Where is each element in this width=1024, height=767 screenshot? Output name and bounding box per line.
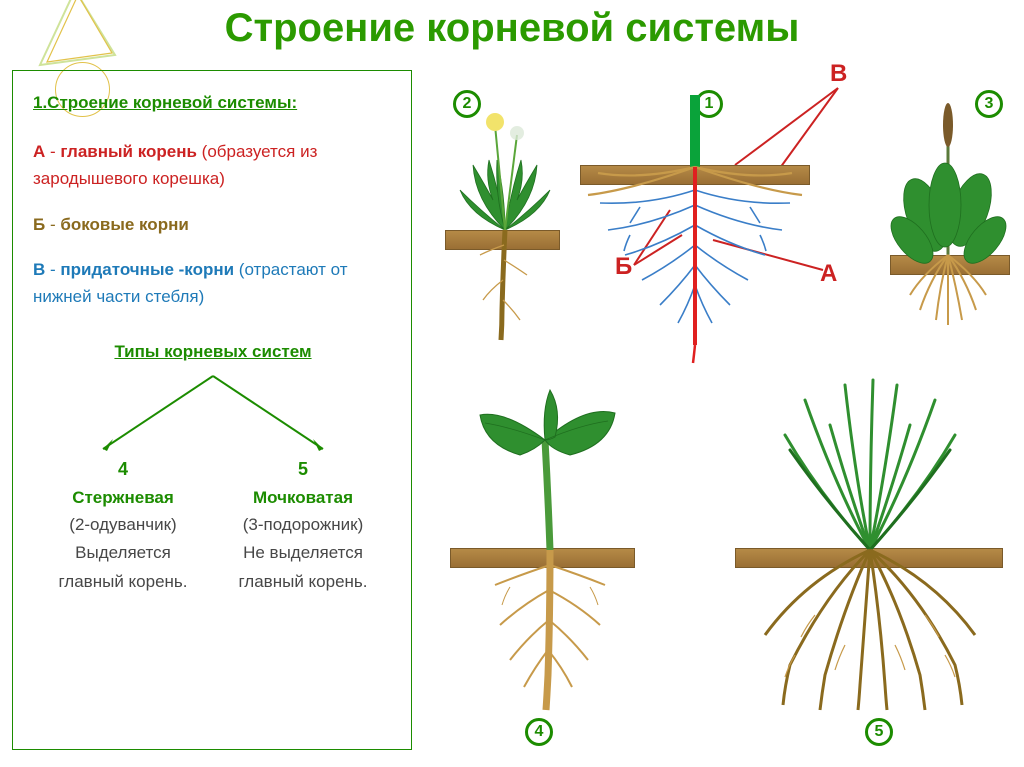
page-title: Строение корневой системы bbox=[0, 6, 1024, 51]
plant-4-seedling bbox=[450, 375, 650, 715]
badge-5: 5 bbox=[865, 718, 893, 746]
section-title: 1.Строение корневой системы: bbox=[33, 89, 393, 116]
row-b: Б - боковые корни bbox=[33, 211, 393, 238]
label-a: А bbox=[33, 142, 45, 161]
type-branches bbox=[33, 365, 393, 455]
types-title: Типы корневых систем bbox=[33, 338, 393, 365]
label-v: В bbox=[33, 260, 45, 279]
row-a: А - главный корень (образуется из зароды… bbox=[33, 138, 393, 192]
col-fibrous: 5 Мочковатая (3-подорожник) Не выделяетс… bbox=[213, 455, 393, 595]
plant-5-grass bbox=[735, 365, 1005, 715]
plant-1-root-scheme bbox=[580, 95, 810, 370]
plant-3-plantain bbox=[890, 95, 1010, 340]
diagram-area: 2 1 3 4 5 В Б А bbox=[435, 70, 1010, 750]
col-taproot: 4 Стержневая (2-одуванчик) Выделяется гл… bbox=[33, 455, 213, 595]
plant-2-dandelion bbox=[455, 100, 565, 345]
badge-4: 4 bbox=[525, 718, 553, 746]
label-b: Б bbox=[33, 215, 45, 234]
type-columns: 4 Стержневая (2-одуванчик) Выделяется гл… bbox=[33, 455, 393, 595]
row-v: В - придаточные -корни (отрастают от ниж… bbox=[33, 256, 393, 310]
info-panel: 1.Строение корневой системы: А - главный… bbox=[12, 70, 412, 750]
